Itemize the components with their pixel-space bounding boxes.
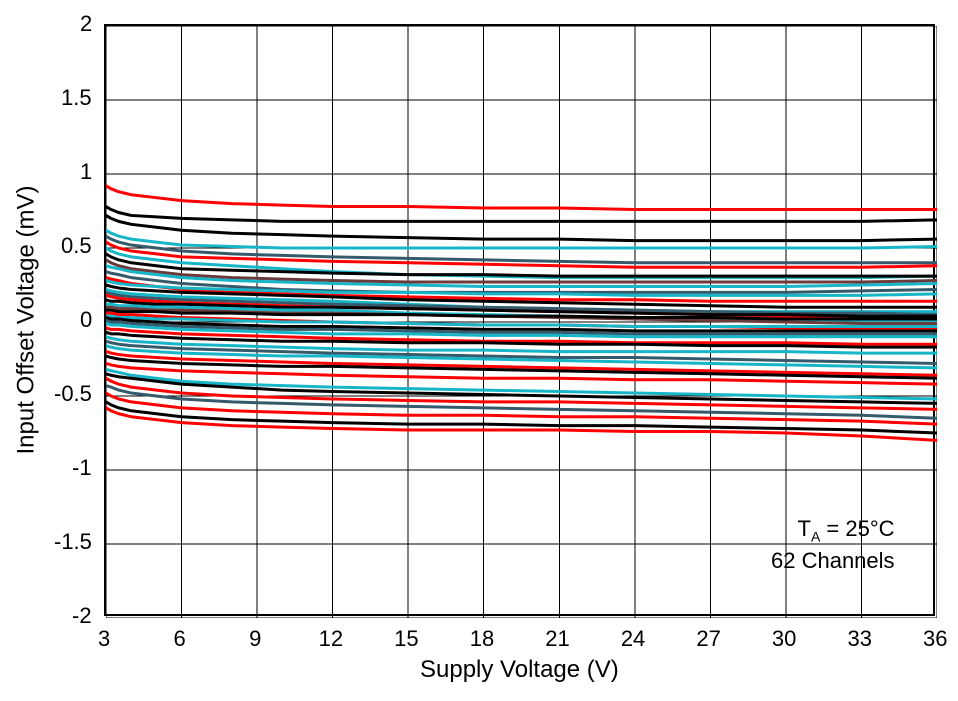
y-tick-label: 0 <box>80 307 92 333</box>
annotation-line1-prefix: T <box>798 516 811 541</box>
y-tick-label: -1 <box>72 455 92 481</box>
x-tick-label: 27 <box>696 626 720 652</box>
x-tick-label: 6 <box>174 626 186 652</box>
x-tick-label: 30 <box>772 626 796 652</box>
y-tick-label: -1.5 <box>54 529 92 555</box>
x-tick-label: 3 <box>98 626 110 652</box>
chart-stage: Input Offset Voltage (mV) Supply Voltage… <box>0 0 958 701</box>
x-tick-label: 36 <box>923 626 947 652</box>
y-tick-label: 0.5 <box>61 233 92 259</box>
annotation-line1-sub: A <box>811 528 820 544</box>
y-tick-label: -2 <box>72 603 92 629</box>
x-tick-label: 33 <box>847 626 871 652</box>
annotation-line1-rest: = 25°C <box>820 516 894 541</box>
x-tick-label: 9 <box>249 626 261 652</box>
y-tick-label: 1.5 <box>61 85 92 111</box>
x-tick-label: 21 <box>545 626 569 652</box>
annotation-line2: 62 Channels <box>771 548 895 573</box>
y-tick-label: 1 <box>80 159 92 185</box>
y-tick-label: -0.5 <box>54 381 92 407</box>
x-tick-label: 18 <box>470 626 494 652</box>
y-tick-label: 2 <box>80 11 92 37</box>
x-tick-label: 15 <box>394 626 418 652</box>
x-axis-label: Supply Voltage (V) <box>420 656 619 684</box>
x-tick-label: 24 <box>621 626 645 652</box>
y-axis-label: Input Offset Voltage (mV) <box>12 185 40 454</box>
x-tick-label: 12 <box>319 626 343 652</box>
chart-annotation: TA = 25°C 62 Channels <box>771 514 895 576</box>
